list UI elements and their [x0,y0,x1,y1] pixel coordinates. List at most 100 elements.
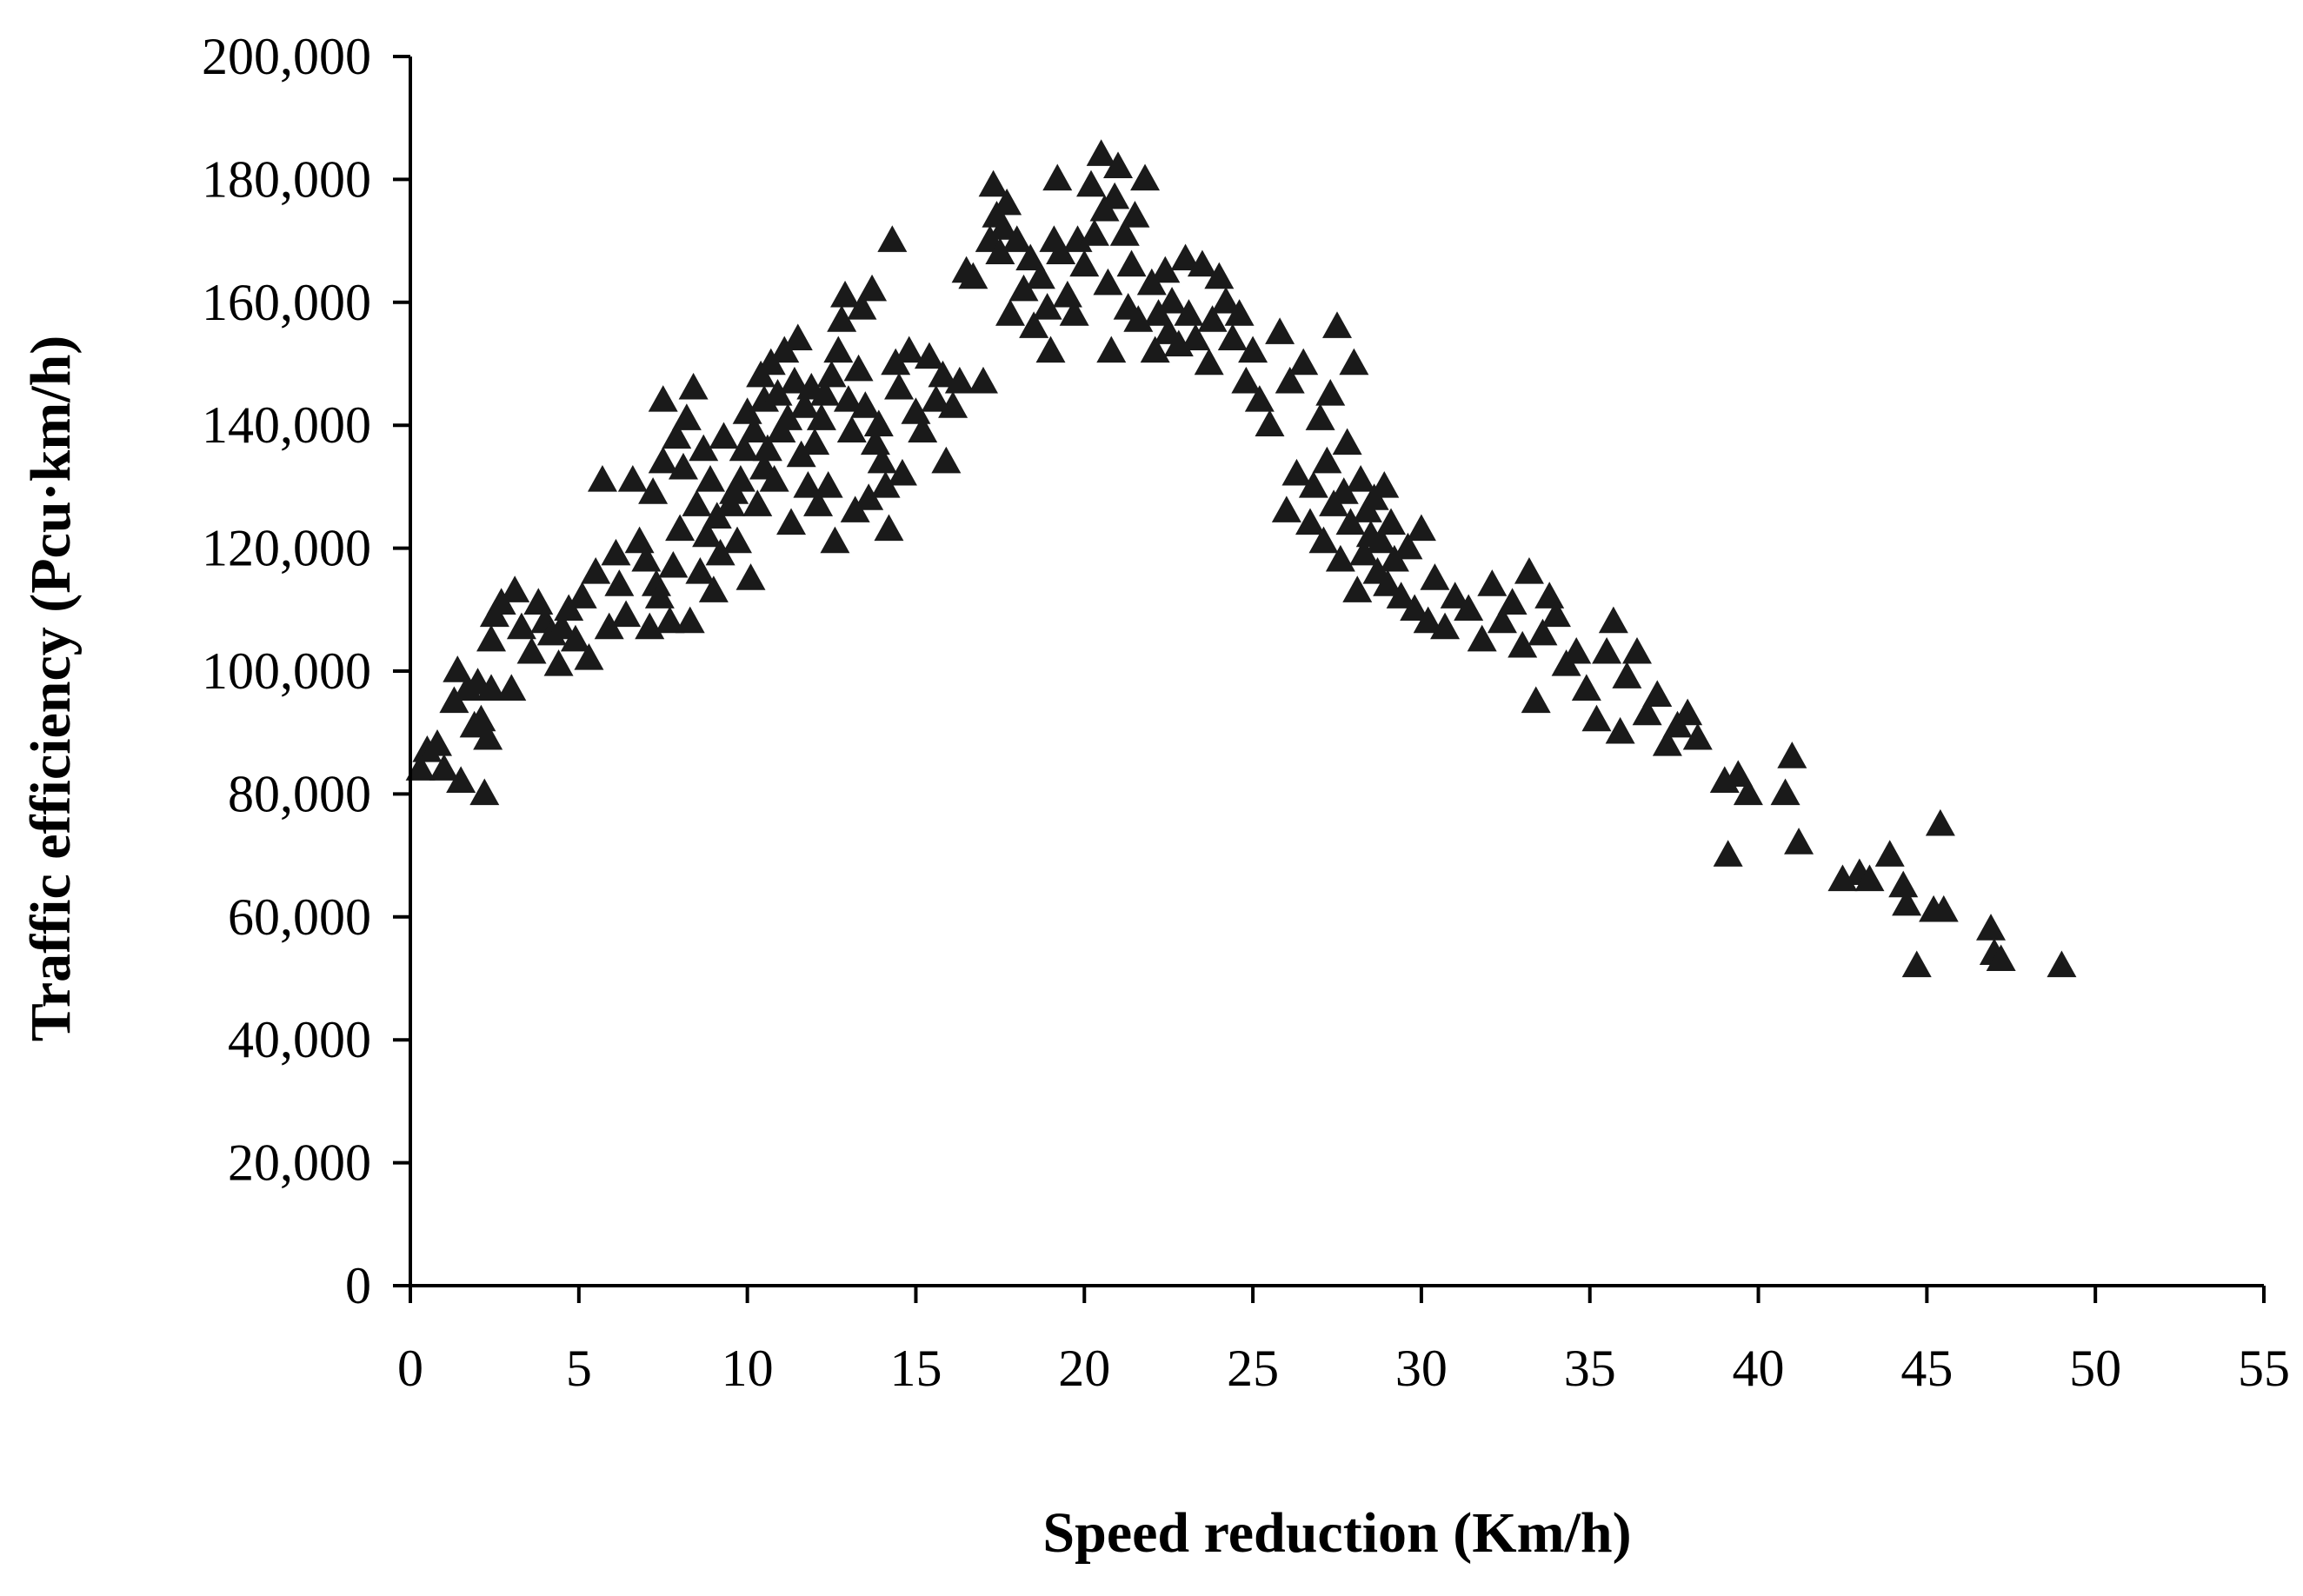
data-point [1376,508,1407,535]
data-point [662,422,692,449]
data-point [894,336,924,363]
data-point [1571,674,1601,701]
data-point [863,409,894,436]
data-point [908,416,938,443]
y-tick-label: 40,000 [228,1011,371,1068]
data-point [1534,582,1565,608]
data-point [877,225,908,252]
data-point [978,170,1008,197]
data-point [1713,840,1743,867]
data-point [1723,760,1754,787]
data-point [1430,612,1461,640]
data-point [931,446,962,474]
data-point [405,754,436,781]
data-point [1298,471,1328,498]
data-point [1581,704,1612,732]
data-point [500,575,530,602]
data-point [1598,606,1628,634]
data-point [423,728,453,756]
data-point [587,464,617,492]
x-tick-label: 40 [1733,1340,1785,1397]
data-point [1733,778,1763,806]
data-point [1046,237,1076,264]
data-point [820,526,850,554]
data-point [1497,588,1528,615]
data-point [816,360,847,388]
data-point [604,569,635,596]
data-point [1325,544,1355,572]
data-point [631,544,662,572]
data-point [1130,163,1161,191]
data-point [1342,575,1373,602]
data-point [1393,532,1423,560]
data-point [655,606,685,634]
data-point [1093,268,1123,296]
data-point [581,557,611,584]
data-point [496,674,527,701]
data-point [1076,170,1107,197]
data-point [1508,630,1538,658]
data-point [1120,200,1150,228]
y-tick-label: 120,000 [202,520,371,577]
data-point [827,305,857,332]
data-point [874,514,904,542]
y-axis-ticks: 0 20,000 40,000 60,000 80,000 100,000 120,000 1… [202,28,410,1314]
data-point [850,391,881,418]
data-point [992,188,1022,216]
data-point [429,754,459,781]
data-point [857,274,888,302]
data-point [648,446,678,474]
data-point [985,237,1015,264]
data-points [405,139,2077,978]
data-point [762,379,793,406]
data-point [1238,336,1268,363]
data-point [1369,471,1400,498]
y-tick-label: 100,000 [202,642,371,700]
data-point [1197,305,1228,332]
data-point [843,354,874,382]
data-point [1002,225,1032,252]
data-point [1157,286,1188,314]
data-point [705,538,735,566]
data-point [914,342,944,369]
data-point [1328,477,1359,504]
data-point [1288,348,1319,376]
data-point [1308,526,1339,554]
y-tick-label: 140,000 [202,396,371,454]
data-point [1224,299,1255,326]
data-point [739,416,769,443]
data-point [2047,950,2077,978]
data-point [1413,606,1443,634]
x-tick-label: 45 [1900,1340,1953,1397]
data-point [1069,249,1100,277]
data-point [988,213,1019,240]
data-point [1642,680,1673,708]
data-point [1592,636,1622,664]
y-tick-label: 60,000 [228,888,371,946]
data-point [1079,219,1109,246]
data-point [1346,464,1376,492]
data-point [722,526,753,554]
data-point [1605,716,1635,744]
data-point [1187,249,1217,277]
data-point [1244,385,1275,412]
data-point [968,366,998,394]
data-point [1035,336,1066,363]
data-point [1467,624,1497,652]
data-point [1561,636,1592,664]
data-point [773,403,803,430]
data-point [1295,508,1325,535]
data-point [1015,243,1046,271]
data-point [601,538,631,566]
data-point [1892,888,1922,916]
data-point [1103,151,1134,179]
data-point [543,649,574,676]
data-point [928,360,958,388]
data-point [1335,508,1366,535]
data-point [516,636,547,664]
data-point [800,428,830,456]
data-point [1487,606,1517,634]
data-point [729,434,759,462]
data-point [793,471,823,498]
